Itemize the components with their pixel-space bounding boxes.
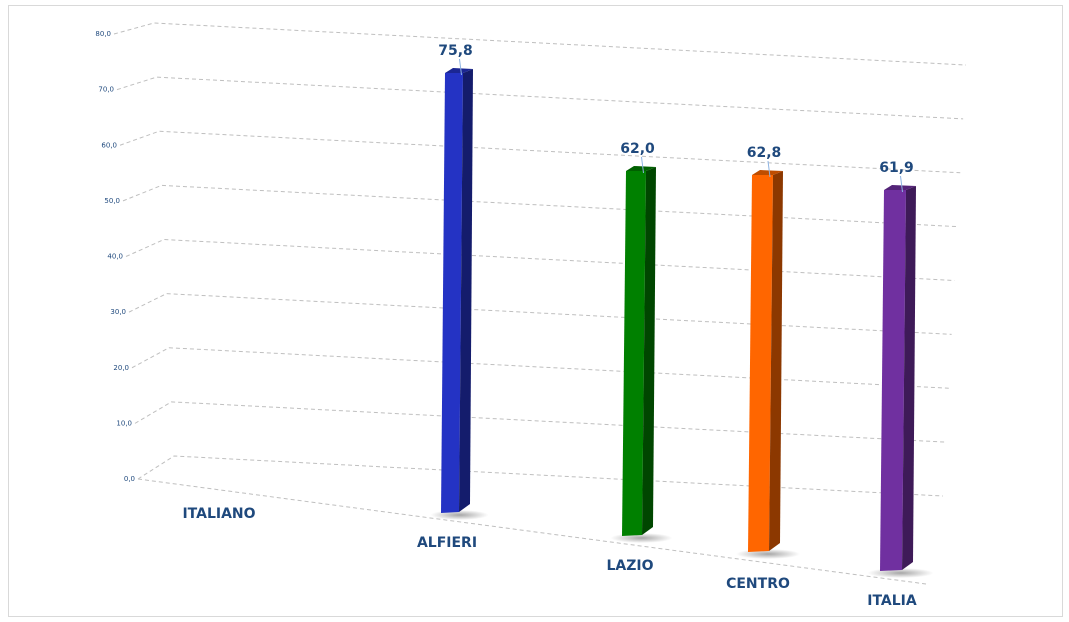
data-label: 75,8 <box>438 43 473 59</box>
data-label-leader <box>641 156 644 174</box>
bar-front <box>748 175 773 552</box>
gridline <box>113 22 967 66</box>
category-label: ITALIANO <box>182 506 255 522</box>
category-label: ALFIERI <box>417 535 477 551</box>
y-tick-label: 70,0 <box>98 86 114 94</box>
gridline <box>128 293 952 335</box>
y-tick-label: 0,0 <box>124 475 135 483</box>
data-label-leader <box>900 175 903 193</box>
bar-side <box>769 171 783 551</box>
data-label: 61,9 <box>879 160 914 176</box>
bars: 75,8 62,0 62,8 61,9 <box>430 43 934 578</box>
y-tick-label: 80,0 <box>95 30 111 38</box>
bar-top <box>884 185 916 190</box>
y-tick-label: 50,0 <box>104 197 120 205</box>
data-label-leader <box>459 58 462 76</box>
y-tick-label: 60,0 <box>101 141 117 149</box>
gridline <box>119 130 961 174</box>
y-tick-label: 20,0 <box>113 364 129 372</box>
gridline <box>125 238 955 281</box>
gridline <box>137 455 944 497</box>
bar-top <box>752 170 783 175</box>
gridline <box>131 347 949 389</box>
y-tick-label: 10,0 <box>116 419 132 427</box>
gridline <box>122 184 958 228</box>
bar-side <box>902 186 916 570</box>
chart-frame: 0,0 10,0 20,0 30,0 40,0 50,0 60,0 70,0 80,0 75,8… <box>8 5 1063 617</box>
data-label: 62,8 <box>747 145 782 161</box>
bar-side <box>642 167 656 535</box>
y-tick-label: 30,0 <box>110 308 126 316</box>
category-label: LAZIO <box>606 558 653 574</box>
bar-front <box>622 171 646 536</box>
gridline <box>116 76 964 120</box>
category-labels: ITALIANO ALFIERI LAZIO CENTRO ITALIA <box>182 506 916 609</box>
category-label: ITALIA <box>867 593 917 609</box>
gridlines <box>113 22 967 585</box>
floor-edge <box>137 478 927 585</box>
y-axis-ticks: 0,0 10,0 20,0 30,0 40,0 50,0 60,0 70,0 80,0 <box>95 30 135 483</box>
bar-side <box>459 69 473 512</box>
y-tick-label: 40,0 <box>107 253 123 261</box>
bar-top <box>445 68 473 73</box>
bar-front <box>880 190 906 571</box>
gridline <box>134 401 946 443</box>
bar-front <box>441 73 463 513</box>
data-label: 62,0 <box>620 141 655 157</box>
category-label: CENTRO <box>726 576 790 592</box>
data-label-leader <box>767 160 771 178</box>
bar-chart-3d: 0,0 10,0 20,0 30,0 40,0 50,0 60,0 70,0 80,0 75,8… <box>95 22 967 609</box>
bar-top <box>626 166 656 171</box>
